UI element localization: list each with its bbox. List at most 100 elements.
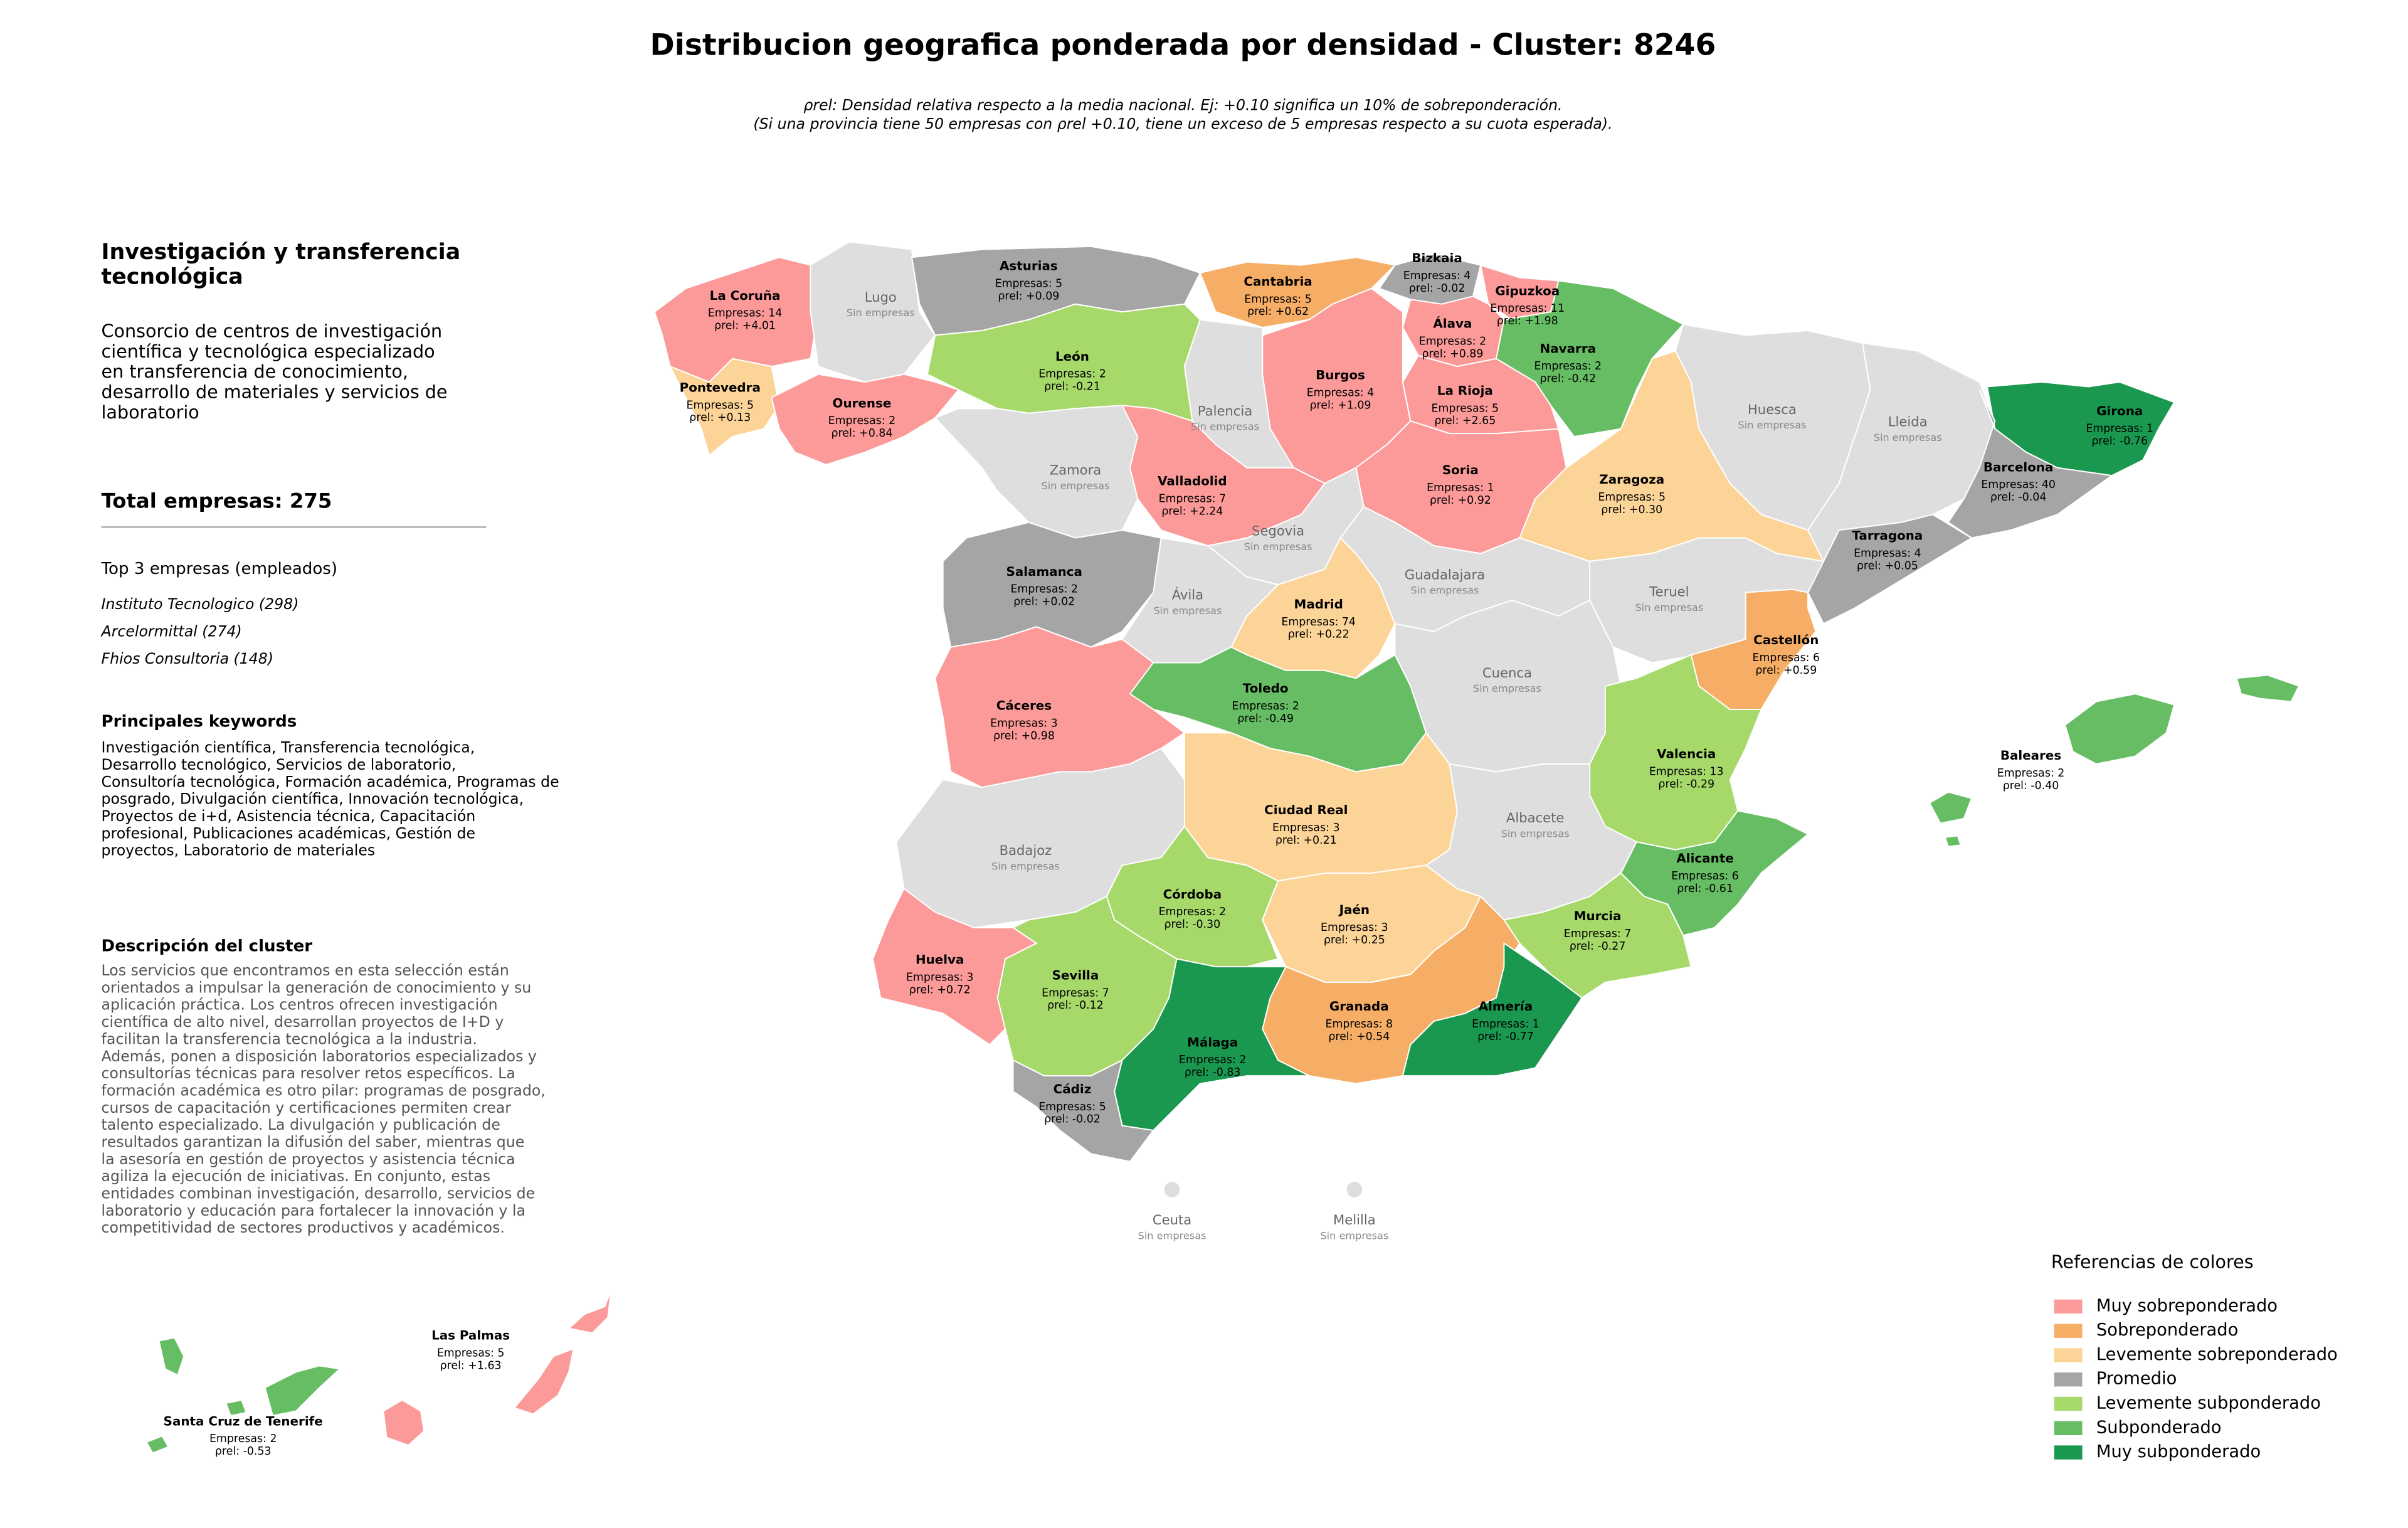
province-rho: ρrel: -0.61	[1677, 883, 1733, 895]
description-line: resultados garantizan la difusión del sa…	[102, 1133, 525, 1150]
province-rho: ρrel: +0.09	[998, 290, 1059, 302]
province-name: Asturias	[1000, 259, 1058, 273]
province-name: Cáceres	[996, 699, 1052, 713]
province-shape	[810, 241, 936, 383]
province-rho: ρrel: +0.02	[1013, 596, 1075, 608]
no-data-label: Sin empresas	[1473, 682, 1541, 694]
legend-label: Sobreponderado	[2096, 1320, 2238, 1340]
province-rho: ρrel: -0.76	[2091, 435, 2148, 448]
province-count: Empresas: 3	[990, 717, 1058, 730]
province-count: Empresas: 1	[1427, 482, 1494, 494]
no-data-label: Sin empresas	[1320, 1230, 1388, 1242]
province-rho: ρrel: -0.27	[1570, 940, 1626, 953]
province-name: La Coruña	[710, 289, 781, 303]
province-count: Empresas: 13	[1649, 765, 1724, 778]
province-count: Empresas: 7	[1159, 492, 1227, 505]
province-name: Salamanca	[1006, 565, 1082, 579]
province-count: Empresas: 1	[1472, 1018, 1539, 1031]
province-name: Zamora	[1050, 462, 1102, 478]
panel-title: Investigación y transferencia	[102, 240, 461, 265]
province-count: Empresas: 4	[1307, 386, 1375, 399]
province-count: Empresas: 2	[1534, 360, 1602, 373]
province-count: Empresas: 2	[1419, 335, 1487, 348]
province-rho: ρrel: +0.59	[1755, 664, 1817, 677]
province-name: Murcia	[1574, 909, 1622, 923]
province-shape	[942, 521, 1162, 648]
no-data-label: Sin empresas	[1874, 432, 1942, 443]
province-name: Córdoba	[1163, 887, 1222, 901]
province-rho: ρrel: -0.30	[1164, 918, 1221, 931]
province-rho: ρrel: +0.25	[1324, 934, 1385, 947]
keywords-line: Proyectos de i+d, Asistencia técnica, Ca…	[102, 807, 476, 825]
legend-swatch	[2054, 1421, 2083, 1435]
province-count: Empresas: 7	[1042, 987, 1109, 999]
province-name: Valencia	[1657, 747, 1716, 761]
legend-title: Referencias de colores	[2051, 1251, 2254, 1272]
province-name: Castellón	[1753, 633, 1819, 647]
province-rho: ρrel: -0.53	[215, 1445, 272, 1458]
province-count: Empresas: 2	[828, 415, 896, 427]
province-rho: ρrel: +0.84	[831, 427, 892, 440]
panel-summary: en transferencia de conocimiento,	[102, 361, 408, 382]
description-line: Los servicios que encontramos en esta se…	[102, 962, 509, 979]
province-name: Almería	[1479, 999, 1533, 1014]
province-rho: ρrel: +0.62	[1247, 305, 1309, 318]
province-name: Huelva	[916, 953, 964, 967]
province-shape	[158, 1337, 185, 1376]
province-count: Empresas: 4	[1854, 547, 1921, 560]
province-rho: ρrel: +0.13	[689, 411, 751, 424]
province-count: Empresas: 5	[1244, 293, 1312, 305]
no-data-label: Sin empresas	[847, 307, 915, 319]
description-line: agiliza la ejecución de iniciativas. En …	[102, 1167, 491, 1185]
province-count: Empresas: 6	[1671, 870, 1739, 883]
province-name: León	[1055, 349, 1089, 364]
province-shape	[145, 1435, 169, 1454]
province-count: Empresas: 6	[1753, 652, 1820, 664]
province-name: Segovia	[1252, 523, 1304, 539]
legend-label: Promedio	[2096, 1369, 2177, 1389]
province-count: Empresas: 5	[1432, 402, 1499, 415]
province-name: Sevilla	[1052, 968, 1099, 983]
province-count: Empresas: 74	[1281, 616, 1356, 629]
province-rho: ρrel: -0.21	[1044, 381, 1101, 393]
province-name: Las Palmas	[431, 1329, 510, 1343]
province-count: Empresas: 4	[1403, 270, 1471, 282]
province-name: Valladolid	[1158, 474, 1227, 489]
top-heading: Top 3 empresas (empleados)	[101, 560, 338, 578]
description-line: Además, ponen a disposición laboratorios…	[102, 1048, 537, 1065]
province-rho: ρrel: +0.89	[1422, 348, 1483, 360]
no-data-label: Sin empresas	[1411, 585, 1479, 597]
province-count: Empresas: 2	[1179, 1054, 1247, 1066]
province-name: Navarra	[1540, 341, 1596, 356]
province-name: Badajoz	[1000, 842, 1052, 858]
description-line: entidades combinan investigación, desarr…	[102, 1184, 536, 1202]
province-name: Burgos	[1316, 368, 1365, 383]
province-count: Empresas: 5	[1598, 491, 1666, 504]
province-rho: ρrel: +0.21	[1275, 834, 1337, 847]
province-rho: ρrel: +0.30	[1601, 504, 1662, 516]
keywords-heading: Principales keywords	[102, 712, 297, 731]
province-rho: ρrel: +0.92	[1430, 494, 1491, 507]
province-shape	[2236, 674, 2300, 703]
province-rho: ρrel: +0.54	[1328, 1031, 1390, 1043]
province-count: Empresas: 40	[1981, 479, 2056, 491]
legend-swatch	[2054, 1396, 2083, 1411]
province-name: Toledo	[1243, 681, 1289, 696]
legend-label: Muy sobreponderado	[2096, 1296, 2278, 1315]
province-name: La Rioja	[1437, 383, 1493, 398]
province-count: Empresas: 7	[1564, 928, 1632, 940]
description-line: aplicación práctica. Los centros ofrecen…	[102, 996, 498, 1014]
province-name: Ceuta	[1153, 1212, 1191, 1228]
province-shape	[1402, 942, 1583, 1077]
province-count: Empresas: 5	[995, 277, 1063, 290]
province-rho: ρrel: -0.40	[2003, 780, 2059, 792]
province-name: Málaga	[1187, 1035, 1238, 1049]
province-name: Palencia	[1198, 403, 1252, 418]
province-name: Barcelona	[1983, 460, 2054, 474]
province-rho: ρrel: -0.77	[1477, 1031, 1534, 1043]
no-data-label: Sin empresas	[1635, 602, 1703, 613]
province-rho: ρrel: +2.24	[1161, 505, 1223, 517]
province-rho: ρrel: -0.04	[1990, 491, 2047, 504]
description-line: científica de alto nivel, desarrollan pr…	[102, 1013, 504, 1031]
